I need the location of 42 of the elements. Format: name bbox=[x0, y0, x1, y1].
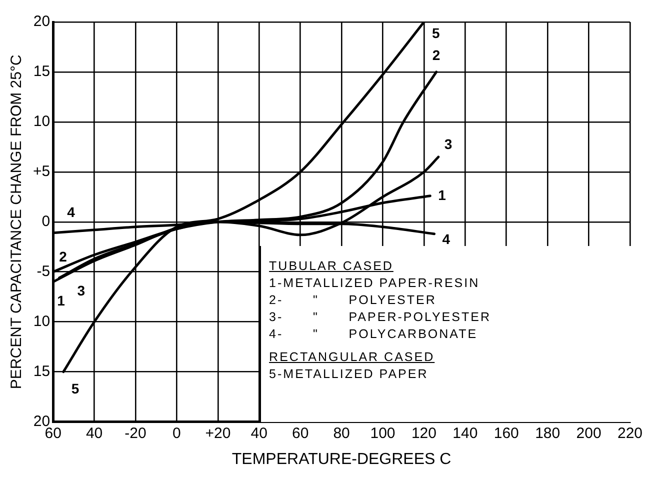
text: 4 bbox=[67, 204, 75, 220]
x-tick-label: 40 bbox=[250, 424, 268, 442]
y-tick-label: 20 bbox=[33, 13, 50, 30]
y-tick-label: 15 bbox=[33, 63, 50, 80]
x-tick-label: 40 bbox=[86, 424, 103, 442]
x-tick-label: 160 bbox=[494, 424, 519, 442]
x-axis-title: TEMPERATURE-DEGREES C bbox=[232, 450, 452, 468]
x-tick-label: +20 bbox=[205, 424, 231, 442]
annotation: 3- " PAPER-POLYESTER bbox=[269, 308, 492, 326]
x-tick-label: 0 bbox=[172, 424, 181, 442]
series-label: 2 bbox=[59, 248, 68, 265]
x-tick-label: 200 bbox=[576, 424, 602, 442]
x-tick-label: 180 bbox=[535, 424, 560, 442]
x-tick-label: -20 bbox=[124, 424, 146, 442]
x-tick-label: 80 bbox=[333, 424, 350, 442]
annotation: 1-METALLIZED PAPER-RESIN bbox=[269, 274, 481, 292]
annotation: RECTANGULAR CASED bbox=[269, 348, 436, 366]
y-tick-label: 10 bbox=[33, 312, 50, 330]
x-tick-label: 60 bbox=[44, 424, 62, 442]
text: 3 bbox=[77, 282, 86, 299]
x-tick-label: 60 bbox=[292, 424, 309, 442]
y-axis-title: PERCENT CAPACITANCE CHANGE FROM 25°C bbox=[8, 54, 26, 390]
series-label: 4 bbox=[442, 230, 450, 247]
annotation: 5-METALLIZED PAPER bbox=[269, 366, 430, 383]
y-tick-label: 0 bbox=[42, 213, 50, 230]
x-tick-label: 100 bbox=[370, 424, 396, 442]
y-tick-label: 15 bbox=[33, 362, 50, 380]
x-tick-label: 220 bbox=[617, 424, 643, 442]
x-tick-label: 140 bbox=[452, 424, 478, 442]
series-label: 5 bbox=[432, 24, 440, 41]
y-tick-label: 10 bbox=[33, 113, 50, 130]
text: 2 bbox=[432, 46, 440, 63]
annotation: 2- " POLYESTER bbox=[269, 292, 438, 309]
y-tick-label: -5 bbox=[36, 263, 50, 280]
text: 1 bbox=[57, 292, 65, 309]
annotation: 4- " POLYCARBONATE bbox=[269, 326, 479, 343]
series-label: 1 bbox=[438, 186, 446, 203]
text: 5 bbox=[71, 380, 80, 397]
x-tick-label: 120 bbox=[411, 424, 436, 442]
series-label: 3 bbox=[444, 136, 452, 152]
annotation: TUBULAR CASED bbox=[269, 258, 394, 275]
y-tick-label: +5 bbox=[32, 163, 50, 180]
